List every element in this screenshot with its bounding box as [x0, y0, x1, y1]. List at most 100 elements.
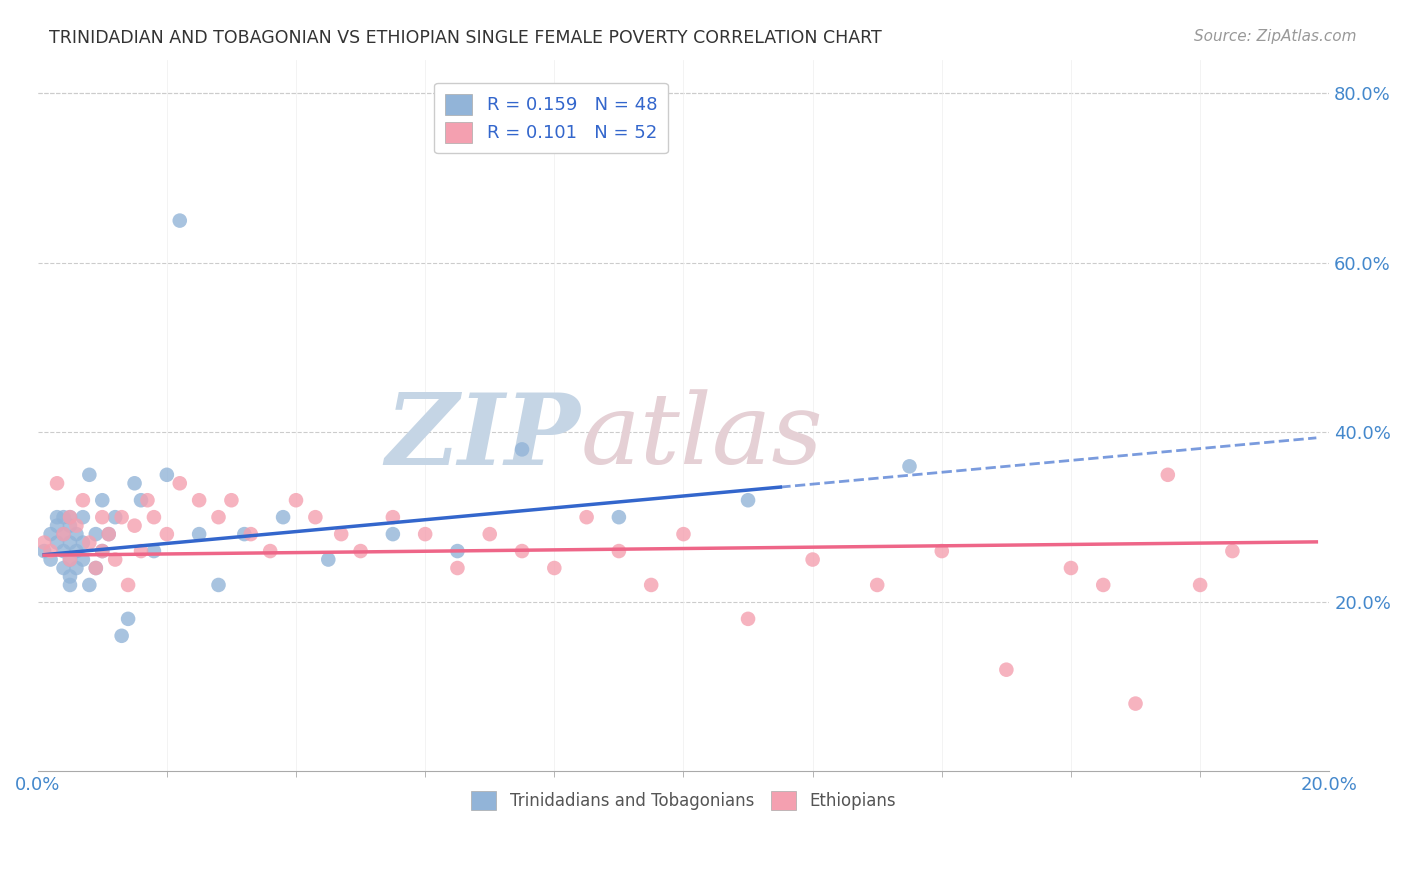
Point — [156, 527, 179, 541]
Point — [72, 493, 94, 508]
Point — [188, 493, 211, 508]
Point — [84, 561, 107, 575]
Point — [91, 544, 114, 558]
Point — [59, 578, 82, 592]
Point — [117, 578, 139, 592]
Point — [737, 612, 759, 626]
Point — [52, 544, 75, 558]
Point — [271, 510, 294, 524]
Point — [221, 493, 243, 508]
Point — [672, 527, 695, 541]
Point — [446, 561, 468, 575]
Point — [156, 467, 179, 482]
Point — [79, 535, 101, 549]
Point — [46, 535, 69, 549]
Point — [1189, 578, 1212, 592]
Point — [104, 552, 127, 566]
Point — [304, 510, 326, 524]
Point — [91, 510, 114, 524]
Text: Source: ZipAtlas.com: Source: ZipAtlas.com — [1194, 29, 1357, 44]
Point — [1060, 561, 1083, 575]
Point — [65, 527, 87, 541]
Point — [59, 510, 82, 524]
Point — [46, 476, 69, 491]
Point — [65, 561, 87, 575]
Point — [575, 510, 598, 524]
Point — [79, 467, 101, 482]
Point — [91, 493, 114, 508]
Point — [124, 518, 146, 533]
Point — [330, 527, 353, 541]
Point — [84, 527, 107, 541]
Point — [104, 510, 127, 524]
Point — [59, 510, 82, 524]
Text: TRINIDADIAN AND TOBAGONIAN VS ETHIOPIAN SINGLE FEMALE POVERTY CORRELATION CHART: TRINIDADIAN AND TOBAGONIAN VS ETHIOPIAN … — [49, 29, 882, 46]
Point — [898, 459, 921, 474]
Point — [866, 578, 889, 592]
Point — [233, 527, 256, 541]
Point — [510, 544, 533, 558]
Point — [84, 561, 107, 575]
Point — [1222, 544, 1244, 558]
Point — [169, 213, 191, 227]
Point — [1157, 467, 1180, 482]
Point — [52, 561, 75, 575]
Point — [46, 510, 69, 524]
Point — [510, 442, 533, 457]
Point — [285, 493, 308, 508]
Point — [207, 578, 229, 592]
Point — [259, 544, 281, 558]
Point — [39, 544, 62, 558]
Point — [32, 544, 55, 558]
Point — [381, 510, 404, 524]
Point — [207, 510, 229, 524]
Point — [72, 535, 94, 549]
Point — [59, 569, 82, 583]
Point — [59, 552, 82, 566]
Point — [136, 493, 159, 508]
Point — [59, 535, 82, 549]
Point — [1092, 578, 1115, 592]
Point — [607, 510, 630, 524]
Point — [1125, 697, 1147, 711]
Point — [117, 612, 139, 626]
Point — [111, 629, 134, 643]
Point — [59, 552, 82, 566]
Point — [737, 493, 759, 508]
Point — [129, 493, 152, 508]
Point — [52, 510, 75, 524]
Text: ZIP: ZIP — [385, 389, 581, 485]
Point — [142, 510, 165, 524]
Point — [91, 544, 114, 558]
Point — [129, 544, 152, 558]
Text: atlas: atlas — [581, 389, 823, 484]
Point — [46, 518, 69, 533]
Point — [65, 518, 87, 533]
Point — [640, 578, 662, 592]
Point — [97, 527, 120, 541]
Point — [72, 552, 94, 566]
Point — [52, 527, 75, 541]
Point — [188, 527, 211, 541]
Point — [124, 476, 146, 491]
Point — [446, 544, 468, 558]
Point — [995, 663, 1018, 677]
Point — [239, 527, 262, 541]
Point — [413, 527, 436, 541]
Point — [65, 544, 87, 558]
Point — [111, 510, 134, 524]
Legend: Trinidadians and Tobagonians, Ethiopians: Trinidadians and Tobagonians, Ethiopians — [464, 784, 903, 816]
Point — [478, 527, 501, 541]
Point — [316, 552, 339, 566]
Point — [169, 476, 191, 491]
Point — [607, 544, 630, 558]
Point — [39, 527, 62, 541]
Point — [97, 527, 120, 541]
Point — [52, 527, 75, 541]
Point — [79, 578, 101, 592]
Point — [72, 510, 94, 524]
Point — [931, 544, 953, 558]
Point — [32, 535, 55, 549]
Point — [39, 552, 62, 566]
Point — [349, 544, 371, 558]
